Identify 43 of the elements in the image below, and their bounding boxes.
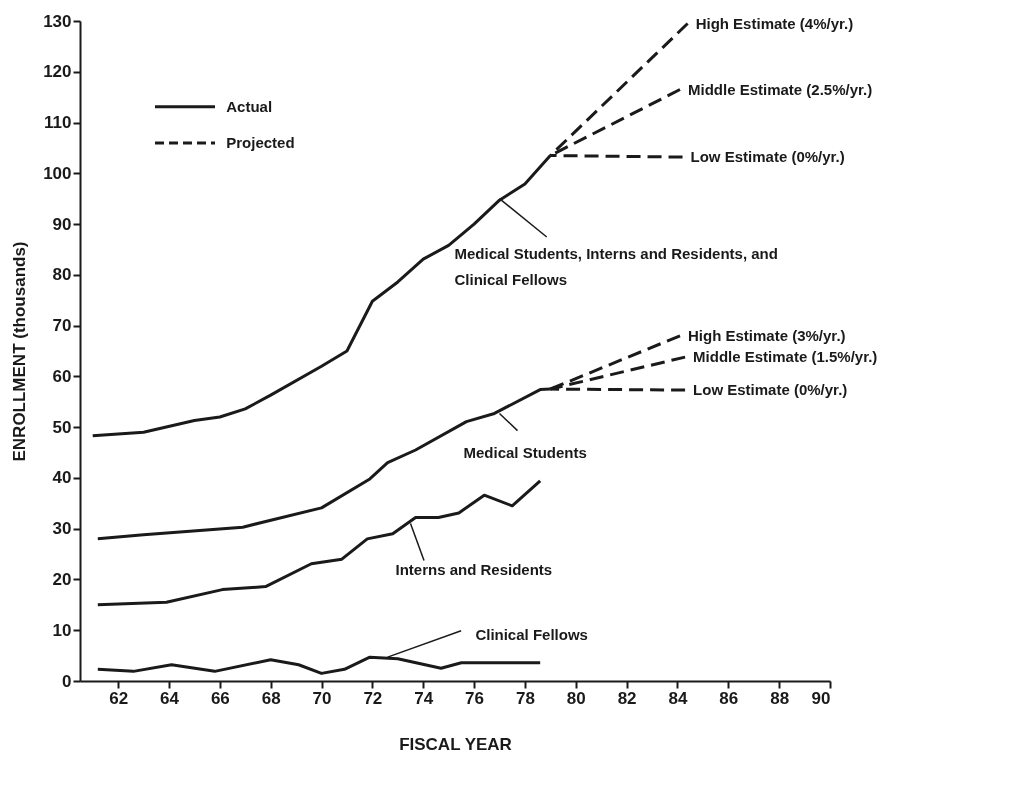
annotation: High Estimate (3%/yr.) — [688, 326, 846, 344]
x-tick-label: 86 — [719, 688, 739, 708]
annotation: Clinical Fellows — [475, 626, 588, 644]
y-tick-label: 40 — [52, 468, 72, 488]
annotation: Actual — [226, 97, 273, 115]
x-tick-label: 88 — [770, 688, 790, 708]
y-tick-label: 10 — [52, 620, 72, 640]
y-tick-label: 110 — [44, 113, 72, 133]
x-tick-label: 80 — [566, 688, 586, 708]
y-tick-label: 0 — [62, 671, 72, 691]
x-axis-title: FISCAL YEAR — [399, 734, 512, 754]
annotation: Projected — [226, 134, 295, 152]
x-tick-label: 76 — [465, 688, 485, 708]
annotation: Medical Students, Interns and Residents, and Clinical Fellows — [454, 244, 778, 288]
y-tick-label: 120 — [43, 62, 72, 82]
annotation: Low Estimate (0%/yr.) — [690, 148, 845, 166]
x-tick-label: 68 — [261, 688, 281, 708]
annotation: Low Estimate (0%/yr.) — [693, 381, 848, 399]
y-tick-label: 130 — [43, 11, 72, 31]
y-tick-label: 100 — [43, 163, 72, 183]
x-tick-label: 66 — [210, 688, 230, 708]
y-axis-title: ENROLLMENT (thousands) — [10, 241, 30, 462]
y-tick-label: 20 — [52, 569, 72, 589]
x-tick-label: 64 — [160, 688, 180, 708]
x-tick-label: 82 — [617, 688, 637, 708]
x-tick-label: 74 — [414, 688, 434, 708]
annotation: Medical Students — [463, 444, 587, 462]
x-tick-label: 90 — [811, 688, 831, 708]
y-tick-label: 80 — [52, 265, 72, 285]
annotation: Middle Estimate (2.5%/yr.) — [688, 80, 873, 98]
x-tick-label: 70 — [312, 688, 332, 708]
annotation: High Estimate (4%/yr.) — [695, 14, 854, 32]
x-tick-label: 84 — [668, 688, 688, 708]
x-tick-label: 72 — [363, 688, 383, 708]
y-tick-label: 90 — [52, 214, 72, 234]
y-tick-label: 50 — [52, 417, 72, 437]
x-tick-label: 62 — [109, 688, 129, 708]
y-tick-label: 30 — [52, 519, 72, 539]
y-tick-label: 70 — [52, 316, 72, 336]
annotation: Middle Estimate (1.5%/yr.) — [693, 348, 878, 366]
x-tick-label: 78 — [515, 688, 535, 708]
annotation: Interns and Residents — [395, 561, 553, 579]
y-tick-label: 60 — [52, 366, 72, 386]
